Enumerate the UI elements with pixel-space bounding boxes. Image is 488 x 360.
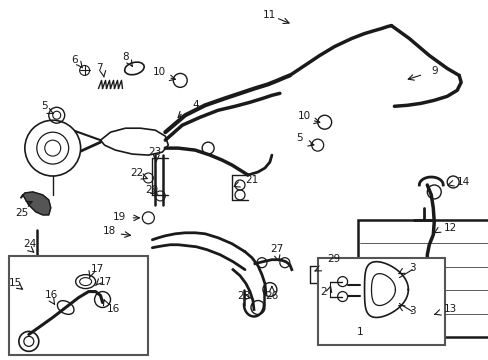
Text: 24: 24 — [23, 239, 36, 249]
Text: 28: 28 — [237, 291, 250, 301]
Bar — [9, 256, 148, 355]
Text: 21: 21 — [244, 175, 258, 185]
Text: 5: 5 — [41, 101, 47, 111]
Bar — [357, 220, 488, 337]
Ellipse shape — [124, 62, 144, 75]
Text: 12: 12 — [443, 223, 457, 233]
Polygon shape — [364, 262, 407, 318]
Text: 16: 16 — [45, 289, 58, 300]
Text: 29: 29 — [327, 254, 340, 264]
Circle shape — [25, 120, 81, 176]
Text: 19: 19 — [112, 212, 125, 222]
Text: 10: 10 — [297, 111, 310, 121]
Text: 16: 16 — [106, 305, 120, 315]
Text: 2: 2 — [320, 287, 326, 297]
Text: 3: 3 — [408, 306, 415, 316]
Bar — [317, 258, 444, 345]
Text: 8: 8 — [122, 53, 129, 63]
Text: 13: 13 — [443, 305, 457, 315]
Text: 17: 17 — [99, 276, 112, 287]
Text: 3: 3 — [408, 263, 415, 273]
Text: 4: 4 — [192, 100, 199, 110]
Text: 25: 25 — [15, 208, 28, 218]
Polygon shape — [101, 128, 168, 155]
Circle shape — [19, 332, 39, 351]
Text: 27: 27 — [269, 244, 283, 254]
Text: 6: 6 — [72, 55, 78, 66]
Polygon shape — [21, 192, 51, 215]
Text: 17: 17 — [90, 264, 103, 274]
Text: 23: 23 — [148, 147, 162, 157]
Text: 14: 14 — [456, 177, 469, 187]
Text: 1: 1 — [356, 327, 363, 337]
Text: 18: 18 — [102, 226, 116, 236]
Text: 11: 11 — [263, 10, 276, 20]
Text: 20: 20 — [145, 185, 158, 195]
Text: 5: 5 — [295, 133, 302, 143]
Text: 9: 9 — [430, 67, 437, 76]
Text: 15: 15 — [9, 278, 22, 288]
Text: 7: 7 — [96, 63, 103, 73]
Text: 10: 10 — [152, 67, 165, 77]
Text: 26: 26 — [264, 291, 278, 301]
Text: 22: 22 — [130, 168, 143, 178]
